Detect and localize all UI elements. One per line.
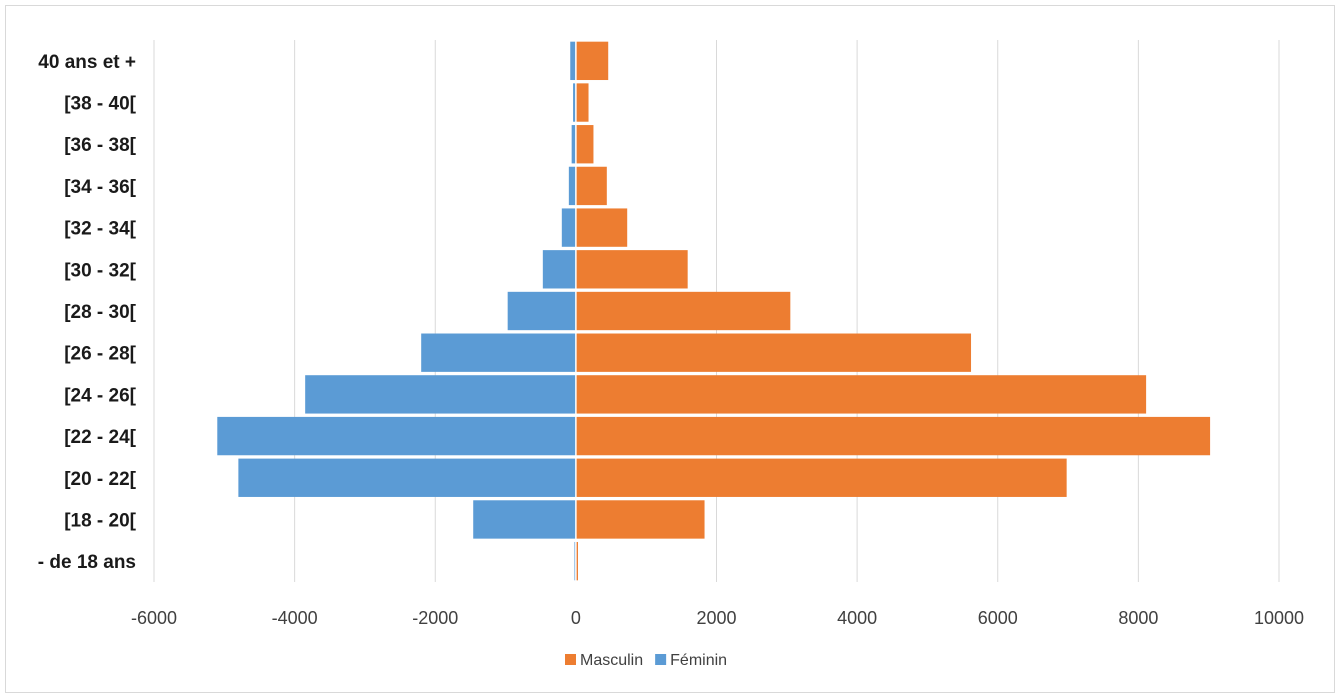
category-label: - de 18 ans [38, 552, 136, 573]
bar-masculin-10 [575, 125, 594, 164]
bar-féminin-7 [542, 250, 576, 289]
category-label: 40 ans et + [38, 52, 136, 73]
x-tick-labels: -6000 -4000 -2000 0 2000 4000 6000 8000 10000 [131, 608, 1304, 628]
category-labels: - de 18 ans [18 - 20[ [20 - 22[ [22 - 24[ [2… [38, 52, 137, 573]
category-label: [38 - 40[ [64, 94, 136, 115]
bar-masculin-11 [575, 83, 589, 122]
category-label: [22 - 24[ [64, 427, 136, 448]
bar-masculin-7 [575, 250, 688, 289]
legend-label-féminin: Féminin [670, 652, 727, 669]
bar-féminin-12 [570, 41, 576, 81]
bar-masculin-1 [575, 500, 705, 539]
bar-féminin-10 [571, 125, 576, 164]
bar-féminin-1 [473, 500, 576, 539]
bars [217, 41, 1211, 581]
bar-masculin-6 [575, 291, 791, 331]
category-label: [36 - 38[ [64, 135, 136, 156]
bar-féminin-5 [421, 333, 576, 372]
category-label: [18 - 20[ [64, 510, 136, 531]
bar-masculin-12 [575, 41, 609, 81]
bar-féminin-8 [561, 208, 576, 247]
bar-féminin-6 [507, 291, 576, 331]
bar-féminin-3 [217, 416, 576, 456]
bar-féminin-4 [305, 375, 576, 414]
x-tick-label: 4000 [837, 608, 877, 628]
legend: Masculin Féminin [565, 652, 727, 669]
bar-masculin-2 [575, 458, 1067, 497]
x-tick-label: -4000 [272, 608, 318, 628]
category-label: [34 - 36[ [64, 177, 136, 198]
bar-féminin-11 [573, 83, 576, 122]
x-tick-label: 8000 [1118, 608, 1158, 628]
x-tick-label: 2000 [696, 608, 736, 628]
category-label: [26 - 28[ [64, 344, 136, 365]
category-label: [28 - 30[ [64, 302, 136, 323]
x-tick-label: 0 [571, 608, 581, 628]
bar-féminin-2 [238, 458, 576, 497]
category-label: [20 - 22[ [64, 469, 136, 490]
bar-masculin-0 [575, 541, 578, 581]
legend-swatch-féminin [655, 654, 667, 665]
legend-swatch-masculin [565, 654, 576, 665]
bar-masculin-8 [575, 208, 628, 247]
bar-masculin-4 [575, 375, 1147, 414]
category-label: [32 - 34[ [64, 219, 136, 240]
bar-féminin-9 [568, 166, 576, 206]
x-tick-label: 10000 [1254, 608, 1304, 628]
bar-masculin-3 [575, 416, 1211, 456]
category-label: [30 - 32[ [64, 260, 136, 281]
x-tick-label: 6000 [978, 608, 1018, 628]
x-tick-label: -2000 [412, 608, 458, 628]
bar-masculin-9 [575, 166, 607, 206]
category-label: [24 - 26[ [64, 385, 136, 406]
bar-masculin-5 [575, 333, 972, 372]
x-tick-label: -6000 [131, 608, 177, 628]
legend-label-masculin: Masculin [580, 652, 643, 669]
